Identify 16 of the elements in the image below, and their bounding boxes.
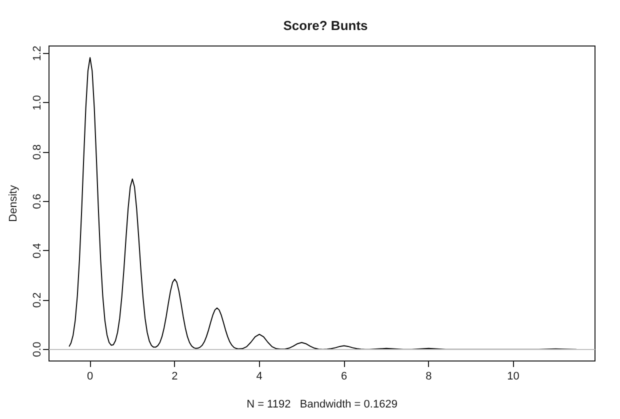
y-tick-label: 1.0 [32,95,44,110]
y-tick-label: 1.2 [32,46,44,62]
x-tick-label: 8 [426,370,432,382]
y-tick-label: 0.6 [32,194,44,210]
x-tick-label: 2 [172,370,178,382]
y-axis-title: Density [8,184,20,222]
x-tick-label: 6 [340,370,348,382]
x-axis-title: N = 1192 Bandwidth = 0.1629 [246,398,398,410]
x-tick-label: 10 [507,370,520,382]
y-tick-label: 0.4 [32,243,44,258]
y-tick-label: 0.8 [32,144,44,160]
y-tick-label: 0.2 [32,292,44,308]
chart-title: Score? Bunts [283,18,368,33]
y-tick-label: 0.0 [32,342,44,358]
x-tick-label: 4 [256,370,262,382]
x-tick-label: 0 [86,370,94,382]
